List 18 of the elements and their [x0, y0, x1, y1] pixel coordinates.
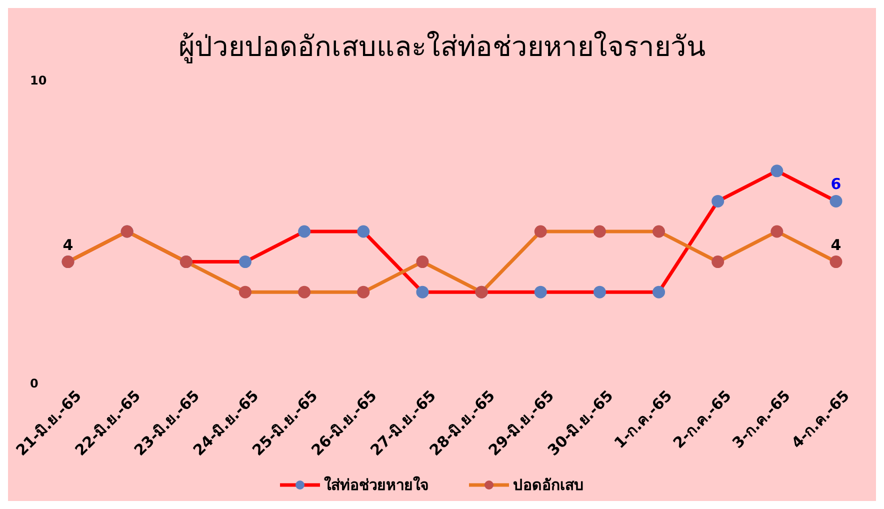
legend-label: ปอดอักเสบ [512, 475, 584, 496]
chart-title: ผู้ป่วยปอดอักเสบและใส่ท่อช่วยหายใจรายวัน [178, 29, 706, 66]
y-tick-label: 0 [30, 376, 38, 390]
point [712, 256, 724, 268]
point [830, 256, 842, 268]
data-label: 4 [830, 236, 842, 254]
point [416, 256, 429, 268]
point [357, 286, 370, 298]
point [238, 286, 252, 298]
data-label: 4 [62, 236, 74, 254]
point [534, 225, 547, 238]
point [298, 286, 311, 298]
point [652, 225, 666, 238]
point [770, 225, 784, 238]
y-tick-label: 10 [30, 73, 47, 88]
legend-label: ใส่ท่อช่วยหายใจ [323, 475, 429, 496]
data-label: 6 [830, 175, 842, 194]
point [593, 225, 606, 238]
